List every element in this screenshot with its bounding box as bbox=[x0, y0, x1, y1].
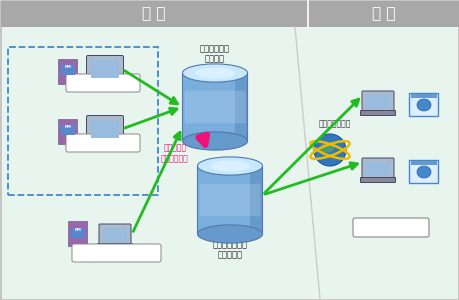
FancyBboxPatch shape bbox=[360, 178, 395, 182]
Ellipse shape bbox=[197, 157, 262, 175]
Text: FileMaker
Server: FileMaker Server bbox=[206, 182, 253, 202]
FancyBboxPatch shape bbox=[199, 184, 260, 216]
Text: 社 内: 社 内 bbox=[142, 7, 165, 22]
Ellipse shape bbox=[416, 99, 430, 111]
FancyArrowPatch shape bbox=[124, 70, 177, 104]
Ellipse shape bbox=[210, 160, 249, 172]
Polygon shape bbox=[235, 73, 247, 141]
FancyBboxPatch shape bbox=[361, 158, 393, 180]
Ellipse shape bbox=[319, 143, 334, 153]
Polygon shape bbox=[197, 166, 262, 234]
FancyBboxPatch shape bbox=[68, 221, 87, 247]
FancyBboxPatch shape bbox=[61, 125, 75, 135]
FancyArrowPatch shape bbox=[264, 99, 358, 193]
Text: システム管理者: システム管理者 bbox=[98, 248, 133, 257]
FancyBboxPatch shape bbox=[365, 95, 389, 109]
FancyBboxPatch shape bbox=[71, 228, 85, 238]
FancyBboxPatch shape bbox=[86, 56, 123, 82]
FancyBboxPatch shape bbox=[58, 58, 77, 83]
Ellipse shape bbox=[195, 68, 234, 79]
FancyBboxPatch shape bbox=[352, 218, 428, 237]
FancyBboxPatch shape bbox=[72, 244, 161, 262]
Ellipse shape bbox=[182, 132, 247, 150]
FancyBboxPatch shape bbox=[91, 120, 119, 138]
Text: FileMaker
Server: FileMaker Server bbox=[191, 89, 238, 109]
Text: 顧客物件管理
システム: 顧客物件管理 システム bbox=[200, 44, 230, 64]
Polygon shape bbox=[250, 166, 262, 234]
Text: 店舗担当者: 店舗担当者 bbox=[90, 79, 115, 88]
FancyBboxPatch shape bbox=[91, 60, 119, 78]
FancyBboxPatch shape bbox=[97, 244, 132, 248]
FancyBboxPatch shape bbox=[410, 161, 436, 165]
Ellipse shape bbox=[416, 166, 430, 178]
Text: 社 外: 社 外 bbox=[371, 7, 395, 22]
Text: 店舗担当者: 店舗担当者 bbox=[90, 139, 115, 148]
Text: 物件データ
アップロード: 物件データ アップロード bbox=[161, 144, 189, 163]
FancyBboxPatch shape bbox=[410, 94, 436, 98]
FancyBboxPatch shape bbox=[2, 27, 457, 299]
Ellipse shape bbox=[313, 134, 345, 166]
Text: FM: FM bbox=[74, 228, 81, 232]
FancyBboxPatch shape bbox=[365, 162, 389, 176]
FancyBboxPatch shape bbox=[94, 142, 115, 148]
FancyArrowPatch shape bbox=[198, 135, 207, 145]
FancyBboxPatch shape bbox=[360, 110, 395, 116]
FancyBboxPatch shape bbox=[409, 92, 437, 116]
FancyArrowPatch shape bbox=[124, 108, 177, 128]
FancyBboxPatch shape bbox=[1, 1, 458, 27]
Text: お客様: お客様 bbox=[381, 223, 399, 233]
FancyBboxPatch shape bbox=[61, 65, 75, 75]
Text: FM: FM bbox=[64, 65, 71, 69]
FancyBboxPatch shape bbox=[66, 74, 140, 92]
FancyArrowPatch shape bbox=[264, 163, 357, 194]
Text: FM: FM bbox=[64, 125, 71, 129]
Polygon shape bbox=[182, 73, 247, 141]
FancyBboxPatch shape bbox=[58, 118, 77, 143]
Ellipse shape bbox=[182, 64, 247, 82]
Text: ホームページ用
物件公開用: ホームページ用 物件公開用 bbox=[212, 240, 247, 260]
FancyBboxPatch shape bbox=[86, 116, 123, 142]
FancyArrowPatch shape bbox=[133, 132, 180, 232]
FancyBboxPatch shape bbox=[184, 91, 245, 123]
Text: インターネット: インターネット bbox=[318, 119, 350, 128]
FancyBboxPatch shape bbox=[99, 224, 131, 246]
FancyBboxPatch shape bbox=[66, 134, 140, 152]
FancyBboxPatch shape bbox=[361, 91, 393, 113]
FancyBboxPatch shape bbox=[409, 160, 437, 182]
FancyBboxPatch shape bbox=[103, 228, 127, 242]
Ellipse shape bbox=[197, 225, 262, 243]
FancyBboxPatch shape bbox=[94, 82, 115, 88]
